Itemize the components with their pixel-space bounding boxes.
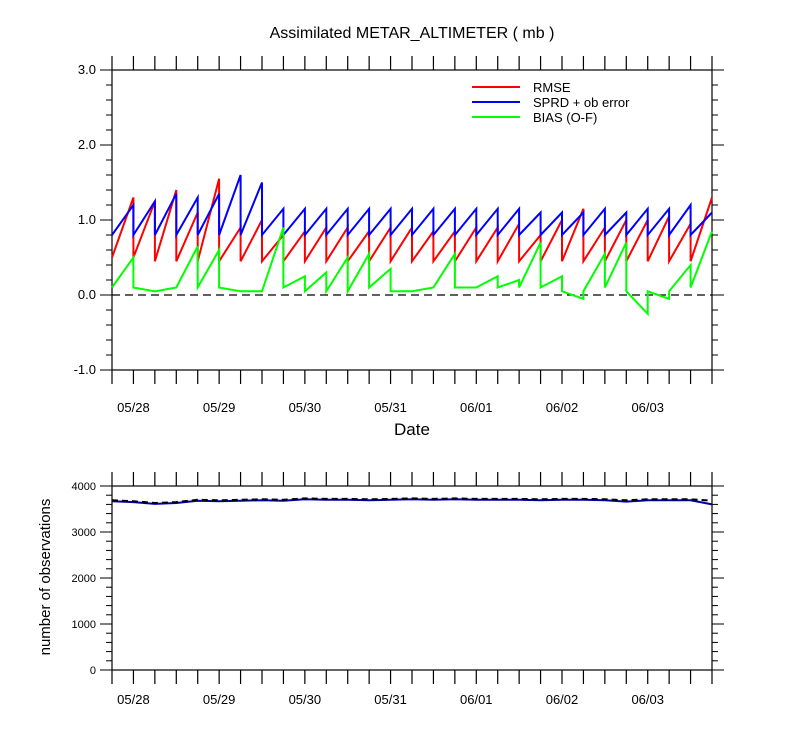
- bottom-panel: 05/28 05/29 05/30 05/31 06/01 06/02 06/03 0 1000…: [72, 472, 724, 707]
- series-sprd-ob-error: [111, 174, 713, 239]
- x-tick-label: 06/02: [546, 692, 579, 707]
- y-tick-label: 1000: [72, 619, 96, 631]
- x-tick-label: 05/31: [374, 692, 407, 707]
- y-tick-label: 1.0: [78, 212, 96, 227]
- top-panel: 05/28 05/29 05/30 05/31 06/01 06/02 06/03 -1.0 0…: [74, 56, 724, 415]
- legend-label: SPRD + ob error: [533, 95, 630, 110]
- y-tick-label: 3000: [72, 527, 96, 539]
- legend-label: BIAS (O-F): [533, 110, 597, 125]
- x-tick-label: 05/30: [289, 692, 322, 707]
- y-tick-label: 0: [90, 665, 96, 677]
- chart-title: Assimilated METAR_ALTIMETER ( mb ): [270, 25, 555, 42]
- x-tick-label: 05/30: [289, 400, 322, 415]
- y-tick-label: 4000: [72, 481, 96, 493]
- y-tick-label: 0.0: [78, 287, 96, 302]
- x-tick-label: 06/01: [460, 400, 493, 415]
- x-tick-label: 06/03: [631, 692, 664, 707]
- x-tick-label: 05/29: [203, 400, 236, 415]
- x-tick-label: 05/28: [117, 400, 150, 415]
- legend-label: RMSE: [533, 80, 571, 95]
- x-tick-label: 05/29: [203, 692, 236, 707]
- x-tick-label: 05/31: [374, 400, 407, 415]
- y-tick-label: 2000: [72, 573, 96, 585]
- y-tick-label: 3.0: [78, 62, 96, 77]
- series-bias-o-f: [111, 227, 713, 317]
- plot-frame: [111, 485, 713, 671]
- x-tick-label: 06/01: [460, 692, 493, 707]
- top-x-axis-label: Date: [394, 420, 430, 439]
- x-tick-label: 06/02: [546, 400, 579, 415]
- x-tick-label: 06/03: [631, 400, 664, 415]
- series-1: [111, 497, 713, 505]
- y-tick-label: 2.0: [78, 137, 96, 152]
- x-tick-label: 05/28: [117, 692, 150, 707]
- bottom-y-axis-label: number of observations: [37, 499, 54, 656]
- y-tick-label: -1.0: [74, 362, 96, 377]
